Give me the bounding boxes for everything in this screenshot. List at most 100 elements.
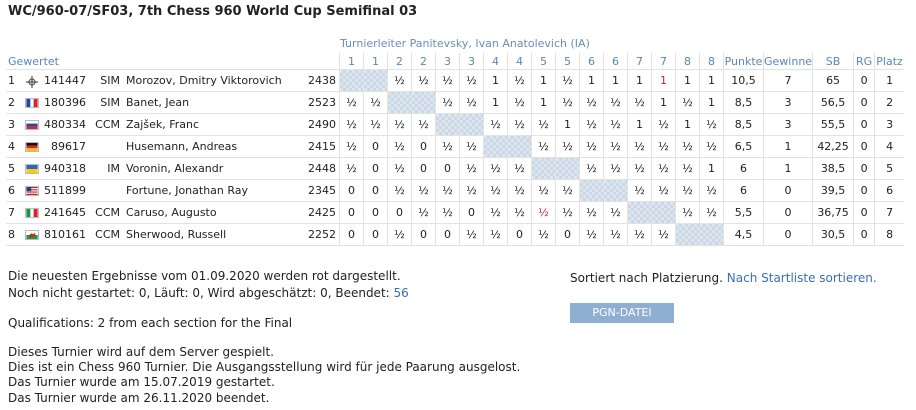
game-result-cell[interactable]: ½ <box>651 179 675 201</box>
tournament-director[interactable]: Turnierleiter Panitevsky, Ivan Anatolevi… <box>340 37 590 50</box>
game-result-cell[interactable]: ½ <box>339 157 363 179</box>
game-result-cell[interactable]: 1 <box>555 113 579 135</box>
player-name[interactable]: Voronin, Alexandr <box>124 157 304 179</box>
game-result-cell[interactable]: ½ <box>507 201 531 223</box>
game-result-cell[interactable]: 0 <box>435 223 459 246</box>
game-result-cell[interactable]: 0 <box>459 201 483 223</box>
game-result-cell[interactable]: ½ <box>603 223 627 246</box>
game-result-cell[interactable]: 0 <box>363 135 387 157</box>
game-result-cell[interactable]: 1 <box>579 69 603 91</box>
game-result-cell[interactable]: ½ <box>651 223 675 246</box>
game-result-cell[interactable]: 0 <box>411 135 435 157</box>
game-result-cell[interactable]: ½ <box>579 91 603 113</box>
player-name[interactable]: Banet, Jean <box>124 91 304 113</box>
player-name[interactable]: Caruso, Augusto <box>124 201 304 223</box>
game-result-cell[interactable]: ½ <box>435 69 459 91</box>
game-result-cell[interactable]: 0 <box>411 157 435 179</box>
game-result-cell[interactable]: ½ <box>387 179 411 201</box>
game-result-cell[interactable]: 0 <box>339 201 363 223</box>
player-name[interactable]: Morozov, Dmitry Viktorovich <box>124 69 304 91</box>
game-result-cell[interactable]: ½ <box>651 113 675 135</box>
game-result-cell[interactable]: ½ <box>579 157 603 179</box>
game-result-cell[interactable]: 1 <box>699 157 723 179</box>
game-result-cell[interactable]: ½ <box>603 91 627 113</box>
game-result-cell[interactable]: ½ <box>435 201 459 223</box>
game-result-cell[interactable]: ½ <box>435 91 459 113</box>
game-result-cell[interactable]: ½ <box>411 113 435 135</box>
game-result-cell[interactable]: ½ <box>435 135 459 157</box>
game-result-cell[interactable]: ½ <box>699 201 723 223</box>
game-result-cell[interactable]: 1 <box>699 91 723 113</box>
game-result-cell[interactable]: ½ <box>675 91 699 113</box>
game-result-cell[interactable]: ½ <box>387 223 411 246</box>
finished-count-link[interactable]: 56 <box>393 286 409 300</box>
header-sb[interactable]: SB <box>812 53 853 69</box>
game-result-cell[interactable]: ½ <box>531 179 555 201</box>
game-result-cell[interactable]: ½ <box>483 201 507 223</box>
game-result-cell[interactable]: ½ <box>627 91 651 113</box>
game-result-cell[interactable]: 0 <box>435 157 459 179</box>
game-result-cell[interactable]: 1 <box>627 69 651 91</box>
game-result-cell[interactable]: ½ <box>675 157 699 179</box>
game-result-cell[interactable]: ½ <box>579 135 603 157</box>
game-result-cell[interactable]: ½ <box>555 69 579 91</box>
game-result-cell[interactable]: ½ <box>483 179 507 201</box>
game-result-cell[interactable]: ½ <box>459 91 483 113</box>
game-result-cell[interactable]: ½ <box>435 179 459 201</box>
player-name[interactable]: Zajšek, Franc <box>124 113 304 135</box>
game-result-cell[interactable]: ½ <box>363 91 387 113</box>
game-result-cell[interactable]: ½ <box>579 223 603 246</box>
game-result-cell[interactable]: 1 <box>699 69 723 91</box>
game-result-cell[interactable]: ½ <box>459 157 483 179</box>
game-result-cell[interactable]: ½ <box>603 113 627 135</box>
game-result-cell[interactable]: ½ <box>387 113 411 135</box>
game-result-cell[interactable]: ½ <box>627 135 651 157</box>
game-result-cell[interactable]: ½ <box>531 113 555 135</box>
game-result-cell[interactable]: 1 <box>531 69 555 91</box>
game-result-cell[interactable]: ½ <box>339 135 363 157</box>
header-platz[interactable]: Platz <box>874 53 904 69</box>
game-result-cell[interactable]: ½ <box>531 135 555 157</box>
game-result-cell[interactable]: ½ <box>387 69 411 91</box>
game-result-cell[interactable]: ½ <box>531 201 555 223</box>
header-rg[interactable]: RG <box>853 53 874 69</box>
game-result-cell[interactable]: ½ <box>627 157 651 179</box>
game-result-cell[interactable]: 1 <box>627 113 651 135</box>
game-result-cell[interactable]: ½ <box>459 69 483 91</box>
game-result-cell[interactable]: 0 <box>387 201 411 223</box>
game-result-cell[interactable]: 1 <box>531 91 555 113</box>
game-result-cell[interactable]: ½ <box>507 157 531 179</box>
game-result-cell[interactable]: ½ <box>699 135 723 157</box>
header-punkte[interactable]: Punkte <box>723 53 763 69</box>
game-result-cell[interactable]: 1 <box>651 91 675 113</box>
game-result-cell[interactable]: ½ <box>507 179 531 201</box>
sort-by-startlist-link[interactable]: Nach Startliste sortieren. <box>726 271 877 285</box>
game-result-cell[interactable]: 0 <box>411 223 435 246</box>
game-result-cell[interactable]: ½ <box>651 135 675 157</box>
game-result-cell[interactable]: ½ <box>603 201 627 223</box>
game-result-cell[interactable]: ½ <box>675 201 699 223</box>
game-result-cell[interactable]: 0 <box>363 223 387 246</box>
game-result-cell[interactable]: 0 <box>339 179 363 201</box>
game-result-cell[interactable]: 0 <box>363 201 387 223</box>
game-result-cell[interactable]: 0 <box>555 223 579 246</box>
game-result-cell[interactable]: ½ <box>483 223 507 246</box>
game-result-cell[interactable]: ½ <box>507 91 531 113</box>
game-result-cell[interactable]: 1 <box>675 69 699 91</box>
game-result-cell[interactable]: ½ <box>555 91 579 113</box>
player-name[interactable]: Sherwood, Russell <box>124 223 304 246</box>
game-result-cell[interactable]: ½ <box>555 179 579 201</box>
game-result-cell[interactable]: ½ <box>699 179 723 201</box>
game-result-cell[interactable]: ½ <box>603 135 627 157</box>
game-result-cell[interactable]: ½ <box>507 69 531 91</box>
game-result-cell[interactable]: ½ <box>387 135 411 157</box>
game-result-cell[interactable]: 1 <box>651 69 675 91</box>
game-result-cell[interactable]: 1 <box>603 69 627 91</box>
game-result-cell[interactable]: 0 <box>339 223 363 246</box>
game-result-cell[interactable]: ½ <box>411 179 435 201</box>
game-result-cell[interactable]: ½ <box>363 113 387 135</box>
game-result-cell[interactable]: ½ <box>483 113 507 135</box>
game-result-cell[interactable]: ½ <box>675 135 699 157</box>
pgn-download-button[interactable]: PGN-DATEI <box>570 303 674 323</box>
game-result-cell[interactable]: ½ <box>603 157 627 179</box>
